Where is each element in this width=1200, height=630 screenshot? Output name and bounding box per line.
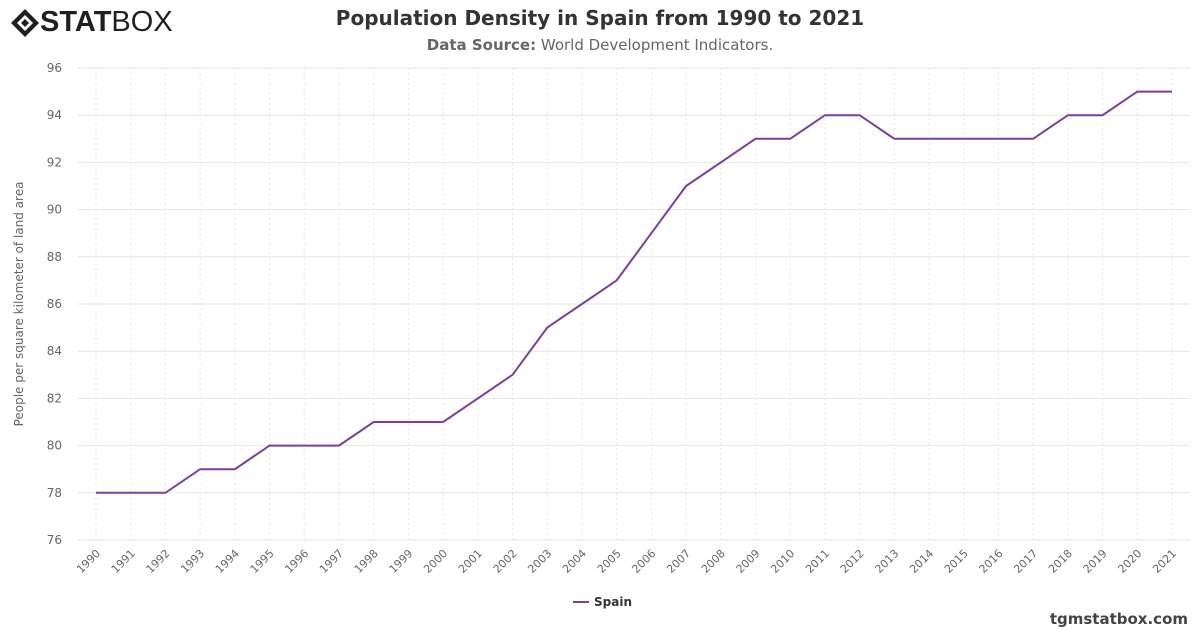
x-tick-label: 1995 <box>248 547 277 576</box>
x-tick-label: 2014 <box>907 547 936 576</box>
x-tick-label: 2008 <box>699 547 728 576</box>
y-axis-label: People per square kilometer of land area <box>12 182 26 427</box>
x-tick-label: 2021 <box>1150 547 1179 576</box>
x-tick-label: 1994 <box>213 547 242 576</box>
y-tick-label: 88 <box>47 250 62 264</box>
x-tick-label: 1992 <box>144 547 173 576</box>
legend-item-spain[interactable]: Spain <box>573 595 632 609</box>
statbox-logo: STAT BOX <box>10 6 173 39</box>
chart-title: Population Density in Spain from 1990 to… <box>335 6 865 30</box>
source-text: World Development Indicators. <box>536 36 774 54</box>
y-tick-label: 82 <box>47 391 62 405</box>
series-line-spain <box>96 90 1172 494</box>
chart-subtitle: Data Source: World Development Indicator… <box>0 36 1200 54</box>
x-tick-label: 1999 <box>387 547 416 576</box>
x-tick-label: 1997 <box>317 547 346 576</box>
x-tick-label: 2017 <box>1011 547 1040 576</box>
source-label: Data Source: <box>426 36 537 54</box>
legend-swatch <box>573 601 589 603</box>
logo-text-light: BOX <box>111 6 173 38</box>
legend-label: Spain <box>594 595 632 609</box>
x-tick-label: 2011 <box>803 547 832 576</box>
diamond-logo-icon <box>11 8 39 37</box>
x-tick-label: 2010 <box>768 547 797 576</box>
logo-text-bold: STAT <box>40 6 112 38</box>
x-tick-label: 2000 <box>421 547 450 576</box>
x-tick-label: 2003 <box>525 547 554 576</box>
x-tick-label: 2013 <box>872 547 901 576</box>
y-tick-label: 94 <box>47 108 62 122</box>
y-tick-label: 80 <box>47 439 62 453</box>
x-tick-label: 1993 <box>178 547 207 576</box>
y-tick-label: 96 <box>47 61 62 75</box>
x-tick-label: 2012 <box>838 547 867 576</box>
x-tick-label: 2007 <box>664 547 693 576</box>
site-credit: tgmstatbox.com <box>1049 610 1188 628</box>
x-tick-label: 1998 <box>352 547 381 576</box>
x-tick-label: 2004 <box>560 547 589 576</box>
y-tick-label: 76 <box>47 533 62 547</box>
x-tick-label: 2009 <box>734 547 763 576</box>
y-tick-label: 84 <box>47 344 62 358</box>
x-tick-label: 2018 <box>1046 547 1075 576</box>
x-tick-label: 2001 <box>456 547 485 576</box>
x-tick-label: 2006 <box>629 547 658 576</box>
y-tick-label: 86 <box>47 297 62 311</box>
x-tick-label: 2002 <box>491 547 520 576</box>
x-tick-label: 2015 <box>942 547 971 576</box>
x-tick-label: 2020 <box>1115 547 1144 576</box>
y-tick-label: 92 <box>47 155 62 169</box>
y-tick-label: 78 <box>47 486 62 500</box>
x-tick-label: 2016 <box>977 547 1006 576</box>
x-tick-label: 1990 <box>74 547 103 576</box>
x-tick-label: 2019 <box>1081 547 1110 576</box>
x-tick-label: 1991 <box>109 547 138 576</box>
y-tick-label: 90 <box>47 203 62 217</box>
x-tick-label: 1996 <box>282 547 311 576</box>
x-tick-label: 2005 <box>595 547 624 576</box>
